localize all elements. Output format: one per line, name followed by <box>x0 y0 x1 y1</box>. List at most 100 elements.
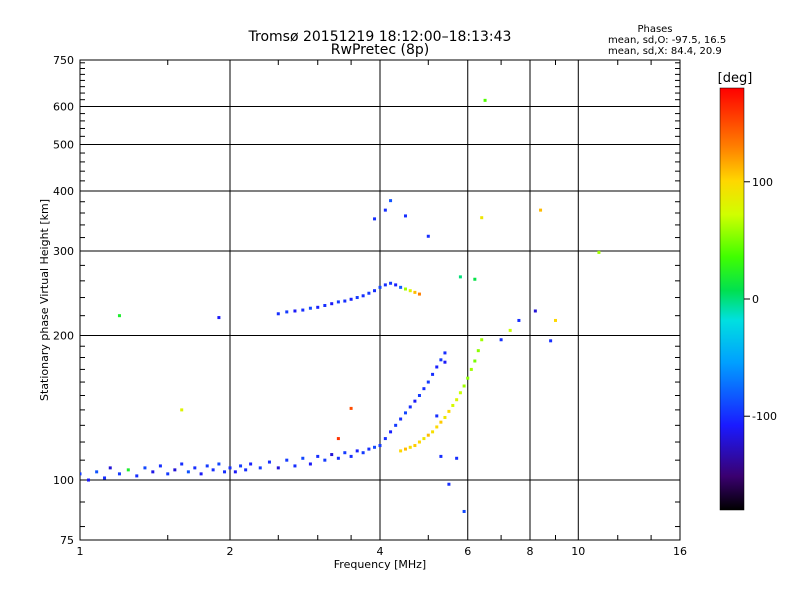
data-points <box>80 98 601 513</box>
data-point <box>422 387 426 391</box>
data-point <box>399 449 403 453</box>
data-point <box>285 458 289 462</box>
data-point <box>323 458 327 462</box>
data-point <box>336 300 340 304</box>
data-point <box>413 399 417 403</box>
phase-info-x: mean, sd,X: 84.4, 20.9 <box>608 46 722 57</box>
data-point <box>373 445 377 449</box>
data-point <box>249 462 253 466</box>
x-tick-label: 2 <box>227 545 234 558</box>
data-point <box>483 98 487 102</box>
data-point <box>435 365 439 369</box>
data-point <box>447 482 451 486</box>
data-point <box>180 408 184 412</box>
colorbar-ticks: 100 0 -100 <box>744 176 777 423</box>
data-point <box>383 208 387 212</box>
data-point <box>151 470 155 474</box>
phase-info-title: Phases <box>637 24 672 35</box>
data-point <box>199 472 203 476</box>
data-point <box>447 409 451 413</box>
data-point <box>233 470 237 474</box>
data-point <box>413 444 417 448</box>
data-point <box>217 462 221 466</box>
data-point <box>476 349 480 353</box>
data-point <box>553 318 557 322</box>
data-point <box>308 306 312 310</box>
data-point <box>355 296 359 300</box>
data-point <box>462 509 466 513</box>
data-point <box>480 216 484 220</box>
data-point <box>413 290 417 294</box>
data-point <box>455 456 459 460</box>
data-point <box>439 420 443 424</box>
data-point <box>383 283 387 287</box>
data-point <box>276 466 280 470</box>
colorbar-tick-label: 100 <box>752 176 773 189</box>
data-point <box>336 437 340 441</box>
x-tick-label: 8 <box>527 545 534 558</box>
data-point <box>301 456 305 460</box>
colorbar <box>719 87 745 511</box>
data-point <box>426 380 430 384</box>
data-point <box>508 328 512 332</box>
data-point <box>499 338 503 342</box>
data-point <box>439 358 443 362</box>
data-point <box>403 447 407 451</box>
data-point <box>361 294 365 298</box>
data-point <box>117 472 121 476</box>
data-point <box>323 303 327 307</box>
x-axis-label: Frequency [MHz] <box>334 558 426 571</box>
data-point <box>431 430 435 434</box>
data-point <box>431 372 435 376</box>
data-point <box>403 214 407 218</box>
data-point <box>435 425 439 429</box>
data-point <box>276 312 280 316</box>
data-point <box>293 464 297 468</box>
data-point <box>389 281 393 285</box>
data-point <box>361 451 365 455</box>
y-tick-label: 500 <box>53 139 74 152</box>
data-point <box>389 430 393 434</box>
data-point <box>473 359 477 363</box>
data-point <box>533 309 537 313</box>
data-point <box>166 472 170 476</box>
data-point <box>417 394 421 398</box>
data-point <box>349 406 353 410</box>
y-tick-label: 300 <box>53 245 74 258</box>
y-tick-label: 200 <box>53 330 74 343</box>
data-point <box>330 453 334 457</box>
data-point <box>373 289 377 293</box>
data-point <box>473 277 477 281</box>
data-point <box>239 464 243 468</box>
axis-ticks: 1 2 4 6 8 10 16 75 100 200 300 400 500 600 750 <box>53 54 687 558</box>
y-tick-label: 75 <box>60 534 74 547</box>
data-point <box>126 468 130 472</box>
x-tick-label: 4 <box>377 545 384 558</box>
data-point <box>301 308 305 312</box>
data-point <box>378 444 382 448</box>
y-axis-label: Stationary phase Virtual Height [km] <box>38 199 51 401</box>
data-point <box>394 423 398 427</box>
data-point <box>408 445 412 449</box>
x-tick-label: 16 <box>673 545 687 558</box>
data-point <box>367 447 371 451</box>
data-point <box>258 466 262 470</box>
data-point <box>439 454 443 458</box>
data-point <box>244 468 248 472</box>
data-point <box>455 398 459 402</box>
data-point <box>228 466 232 470</box>
data-point <box>458 275 462 279</box>
data-point <box>205 464 209 468</box>
data-point <box>417 440 421 444</box>
data-point <box>399 285 403 289</box>
data-point <box>426 234 430 238</box>
y-tick-label: 600 <box>53 101 74 114</box>
data-point <box>378 285 382 289</box>
data-point <box>403 411 407 415</box>
data-point <box>330 302 334 306</box>
data-point <box>343 451 347 455</box>
data-point <box>408 289 412 293</box>
data-point <box>480 338 484 342</box>
data-point <box>285 310 289 314</box>
